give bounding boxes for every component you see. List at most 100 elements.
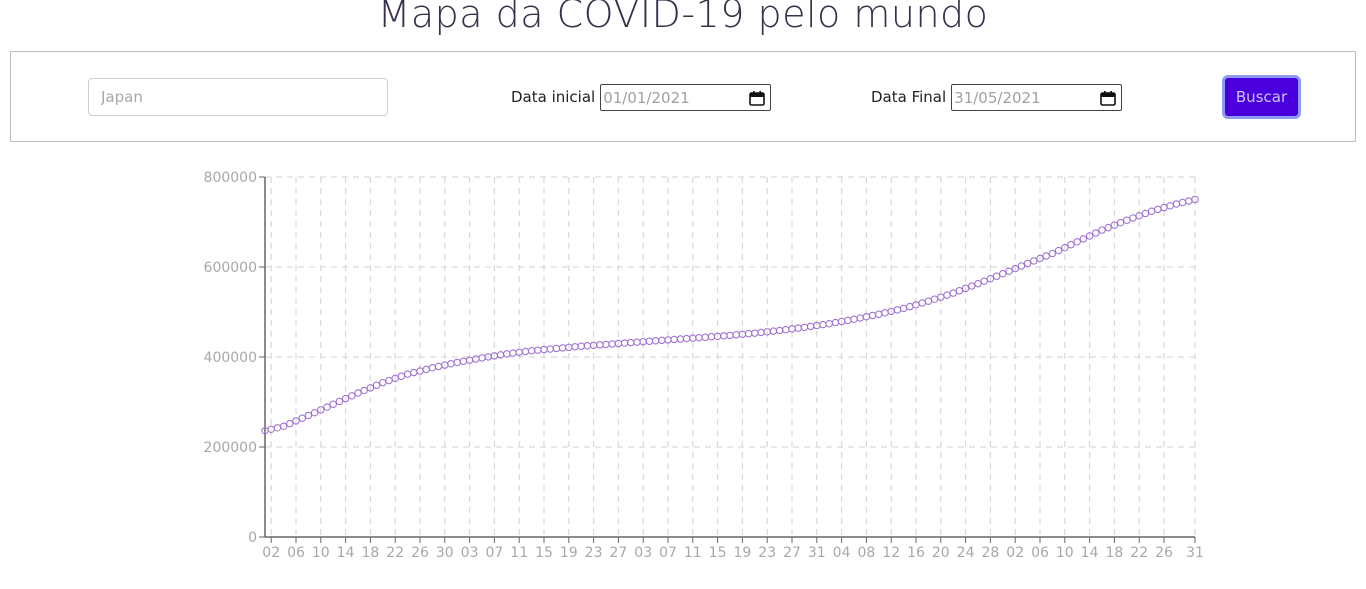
data-point [1178, 198, 1187, 207]
data-point [974, 279, 982, 288]
data-point [1048, 249, 1057, 258]
x-tick-label: 15 [535, 545, 553, 561]
data-point [819, 320, 827, 329]
data-point [348, 392, 356, 400]
data-point [620, 339, 629, 347]
data-point [503, 350, 511, 358]
data-point [410, 368, 418, 377]
x-tick-label: 12 [882, 545, 900, 561]
data-point [893, 306, 902, 314]
data-point [682, 334, 691, 343]
data-point [273, 424, 282, 432]
x-tick-label: 14 [337, 545, 355, 561]
x-tick-label: 06 [287, 545, 305, 561]
data-point [379, 378, 387, 387]
data-point [1067, 241, 1075, 249]
data-point [868, 311, 877, 320]
data-point [310, 408, 319, 417]
x-tick-label: 31 [1186, 545, 1204, 561]
data-point [527, 347, 536, 355]
data-point [298, 414, 306, 422]
x-tick-label: 27 [609, 545, 627, 561]
data-point [744, 330, 753, 338]
x-tick-label: 07 [485, 545, 503, 561]
x-tick-label: 08 [857, 545, 875, 561]
data-point [875, 310, 883, 318]
data-point [1054, 246, 1063, 255]
data-point [317, 406, 325, 414]
data-point [459, 357, 468, 365]
data-point [1079, 235, 1088, 243]
x-tick-label: 22 [386, 545, 404, 561]
x-tick-label: 30 [436, 545, 454, 561]
data-point [354, 389, 362, 397]
data-point [571, 343, 579, 351]
data-point [949, 289, 957, 297]
data-point [943, 291, 951, 299]
start-date-value: 01/01/2021 [603, 88, 690, 107]
data-point [695, 333, 703, 342]
data-point [726, 331, 734, 340]
data-point [434, 362, 443, 371]
data-point [1185, 197, 1193, 205]
data-point [1116, 218, 1125, 227]
data-point [645, 337, 654, 345]
data-point [658, 336, 666, 345]
end-date-group: Data Final 31/05/2021 [871, 83, 1123, 111]
data-point [980, 277, 988, 285]
calendar-icon[interactable] [749, 90, 766, 106]
data-point [583, 342, 592, 350]
x-tick-label: 26 [1155, 545, 1173, 561]
y-tick-label: 400000 [204, 350, 257, 366]
data-point [279, 422, 288, 430]
x-tick-label: 03 [634, 545, 652, 561]
data-point [1129, 214, 1137, 222]
data-point [323, 403, 331, 411]
data-point [986, 275, 995, 283]
search-button[interactable]: Buscar [1222, 75, 1301, 119]
data-point [360, 386, 368, 395]
data-point [856, 314, 864, 322]
data-point [1172, 200, 1181, 208]
y-tick-label: 200000 [204, 440, 257, 456]
data-point [930, 295, 939, 303]
data-point [1085, 232, 1094, 240]
calendar-icon[interactable] [1100, 90, 1116, 106]
x-tick-label: 24 [957, 545, 975, 561]
data-point [385, 376, 393, 385]
data-point [825, 320, 833, 328]
x-tick-label: 10 [312, 545, 330, 561]
x-tick-label: 27 [783, 545, 801, 561]
data-point [397, 372, 406, 380]
data-point [286, 419, 294, 428]
data-point [1166, 202, 1174, 210]
x-tick-label: 03 [461, 545, 479, 561]
y-tick-label: 0 [248, 530, 257, 546]
data-point [627, 338, 635, 347]
data-point [775, 326, 784, 335]
data-point [1011, 264, 1019, 273]
data-point [961, 284, 970, 293]
data-point [335, 397, 344, 406]
data-point [844, 316, 852, 325]
y-tick-label: 600000 [204, 260, 257, 276]
data-point [1123, 216, 1131, 224]
start-date-input[interactable]: 01/01/2021 [600, 83, 772, 111]
data-point [968, 282, 976, 290]
data-point [1141, 209, 1150, 218]
data-point [806, 322, 815, 331]
covid-chart: 0 200000 400000 600000 800000 02 06 10 14 18 22 26 3… [0, 160, 1366, 589]
country-search-input[interactable] [88, 78, 388, 116]
x-tick-label: 20 [932, 545, 950, 561]
data-point [800, 323, 809, 332]
data-point [651, 337, 660, 345]
x-tick-label: 02 [262, 545, 280, 561]
page-title: Mapa da COVID-19 pelo mundo [377, 0, 989, 36]
data-point [899, 304, 908, 313]
end-date-input[interactable]: 31/05/2021 [951, 83, 1123, 111]
x-tick-label: 19 [733, 545, 751, 561]
x-tick-label: 10 [1056, 545, 1074, 561]
data-point [1023, 259, 1032, 268]
data-point [1147, 207, 1156, 215]
data-point [341, 394, 350, 403]
